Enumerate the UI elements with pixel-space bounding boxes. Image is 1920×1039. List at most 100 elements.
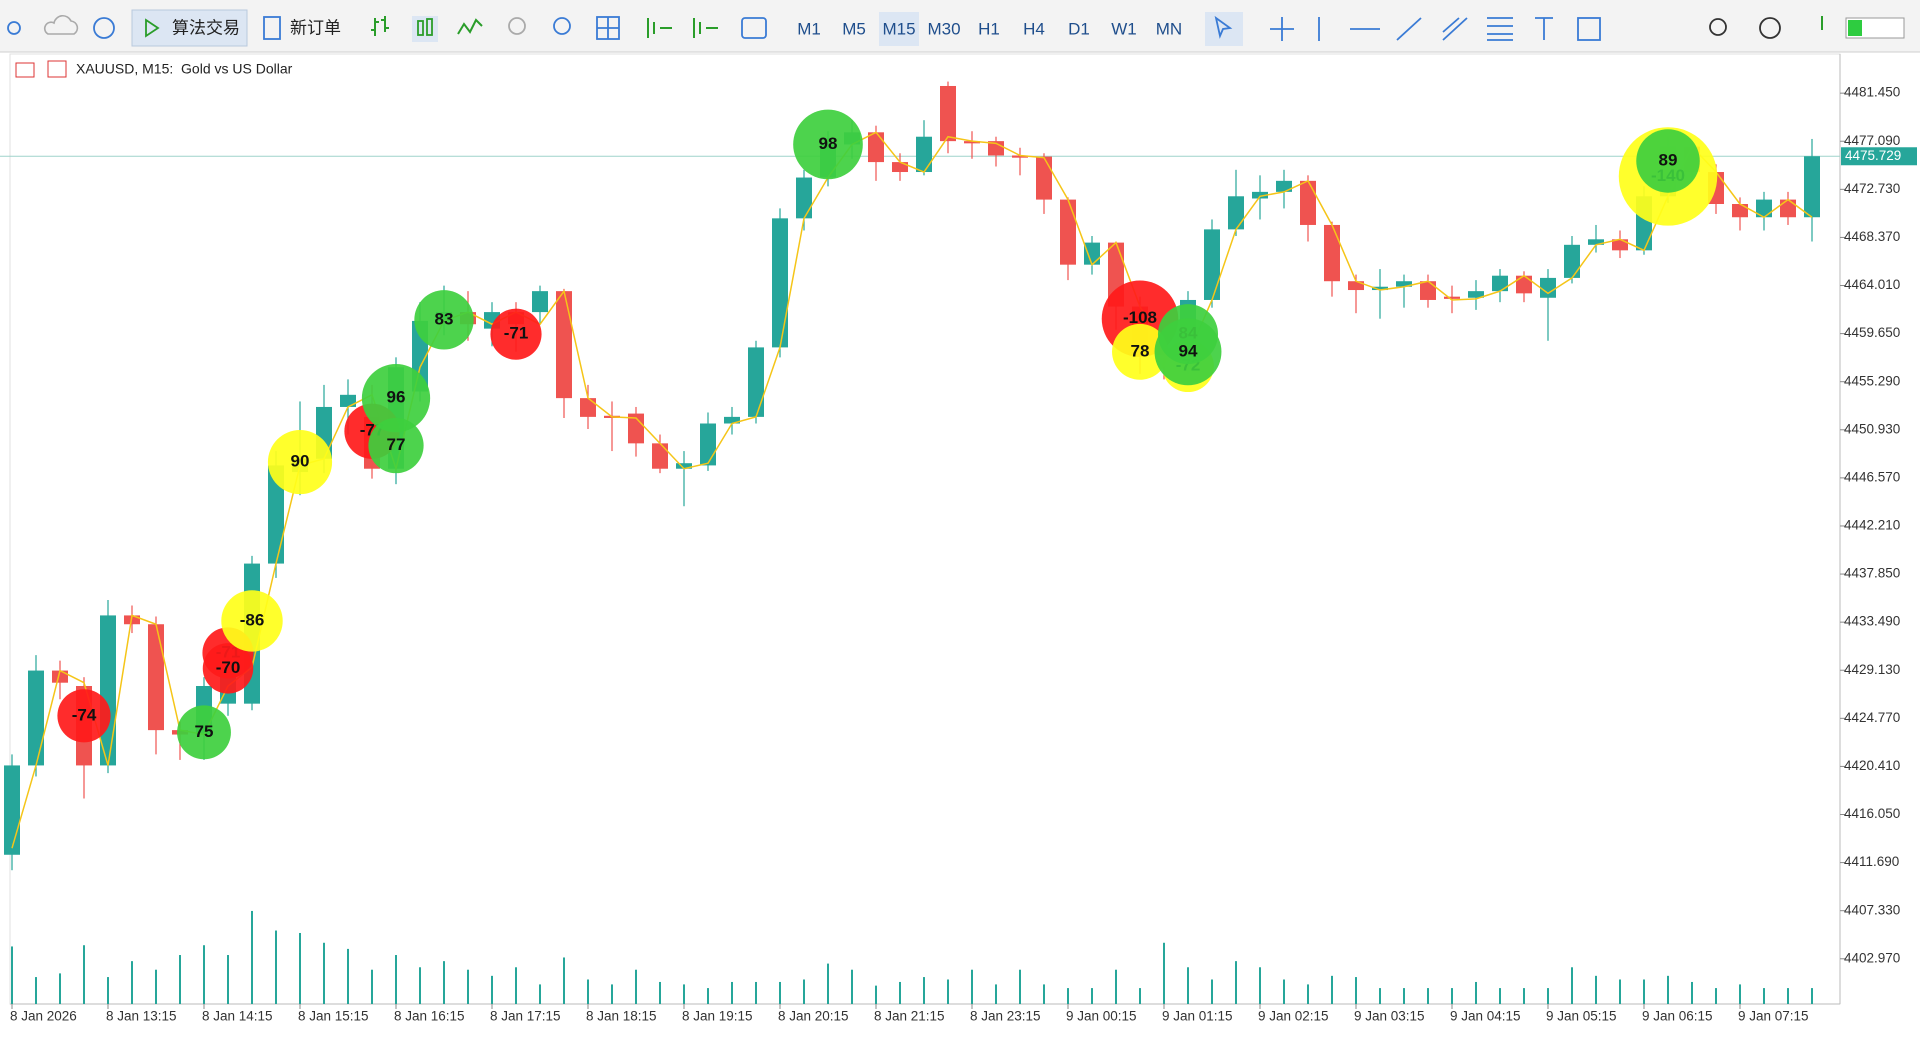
candle-body: [796, 177, 812, 219]
algo-button[interactable]: [131, 9, 248, 47]
timeframe-button[interactable]: M15: [882, 19, 915, 38]
signal-label: -74: [72, 705, 97, 724]
x-tick-label: 9 Jan 05:15: [1546, 1009, 1617, 1024]
zoom-in[interactable]: [508, 17, 526, 35]
x-tick-label: 8 Jan 15:15: [298, 1009, 369, 1024]
timeframe-button[interactable]: H4: [1023, 19, 1045, 38]
x-tick-label: 9 Jan 04:15: [1450, 1009, 1521, 1024]
shapes-icon[interactable]: [1577, 17, 1601, 41]
algo-label[interactable]: 算法交易: [172, 18, 240, 37]
signal-bubble: [793, 109, 863, 180]
candle-body: [340, 394, 356, 407]
new-order-label[interactable]: 新订单: [290, 18, 341, 37]
y-tick-label: 4437.850: [1844, 566, 1900, 581]
candle-body: [1540, 277, 1556, 298]
crosshair-icon[interactable]: [1270, 17, 1294, 41]
account-icon[interactable]: [1759, 17, 1781, 39]
candle-body: [1204, 229, 1220, 300]
search-icon[interactable]: [1709, 18, 1727, 36]
y-tick-label: 4450.930: [1844, 421, 1900, 436]
y-tick-label: 4429.130: [1844, 662, 1900, 677]
signal-bubble: [1154, 318, 1222, 386]
cursor-icon: [1214, 15, 1233, 39]
candle-body: [1804, 156, 1820, 218]
candle-body: [1612, 239, 1628, 251]
timeframe-button[interactable]: M5: [842, 19, 866, 38]
y-tick-label: 4455.290: [1844, 373, 1900, 388]
timeframe-button[interactable]: M1: [797, 19, 821, 38]
fibo-icon[interactable]: [1487, 17, 1513, 41]
y-tick-label: 4481.450: [1844, 85, 1900, 100]
y-tick-label: 4407.330: [1844, 902, 1900, 917]
candles-active[interactable]: [412, 16, 438, 42]
screenshot-icon[interactable]: [741, 17, 767, 39]
signal-bubble: [177, 705, 231, 760]
signal-label: 94: [1179, 341, 1198, 360]
candle-body: [1060, 199, 1076, 265]
timeframe-active: [879, 12, 919, 46]
x-tick-label: 9 Jan 01:15: [1162, 1009, 1233, 1024]
signal-icon[interactable]: [7, 21, 21, 35]
candle-body: [628, 413, 644, 444]
candle-body: [532, 291, 548, 313]
timeframe-button[interactable]: MN: [1156, 19, 1182, 38]
zoom-out[interactable]: [553, 17, 571, 35]
timeframe-button[interactable]: D1: [1068, 19, 1090, 38]
candle-body: [1276, 180, 1292, 192]
signal-bubble: [1636, 129, 1700, 193]
autoscroll-icon[interactable]: [693, 18, 718, 38]
candle-body: [52, 670, 68, 683]
candle-body: [772, 218, 788, 348]
cloud-icon[interactable]: [43, 15, 79, 35]
candle-body: [1420, 281, 1436, 300]
candle-body: [892, 162, 908, 173]
signal-label: 98: [819, 134, 838, 153]
signal-label: -71: [504, 324, 529, 343]
y-tick-label: 4442.210: [1844, 518, 1900, 533]
y-tick-label: 4477.090: [1844, 133, 1900, 148]
candle-body: [1348, 281, 1364, 291]
shift-icon[interactable]: [647, 18, 672, 38]
candle-body: [148, 624, 164, 731]
signal-bubble: [368, 417, 424, 474]
market-icon[interactable]: [93, 17, 115, 39]
line-icon[interactable]: [457, 18, 483, 35]
signal-bubble: [414, 290, 474, 350]
candle-body: [580, 398, 596, 417]
candle-body: [724, 416, 740, 424]
candle-body: [964, 141, 980, 144]
signal-label: 77: [387, 435, 406, 454]
signal-bubble: [361, 363, 431, 433]
chart-icon: [15, 62, 35, 78]
candle-body: [676, 463, 692, 469]
timeframe-button[interactable]: W1: [1111, 19, 1137, 38]
text-icon[interactable]: [1535, 17, 1553, 40]
toolbar-icons: [7, 9, 1905, 47]
trend-icon[interactable]: [1396, 17, 1422, 41]
candle-body: [1780, 199, 1796, 218]
signal-bubble: [221, 590, 283, 652]
candle-body: [1036, 156, 1052, 200]
signal-label: 90: [291, 452, 310, 471]
candle-body: [868, 132, 884, 163]
candle-body: [700, 423, 716, 466]
x-tick-label: 8 Jan 16:15: [394, 1009, 465, 1024]
y-tick-label: 4424.770: [1844, 710, 1900, 725]
candle-body: [268, 465, 284, 564]
new-order-icon[interactable]: [263, 16, 281, 40]
y-tick-label: 4468.370: [1844, 229, 1900, 244]
candle-body: [1228, 196, 1244, 230]
signal-label: 78: [1131, 341, 1150, 360]
candle-body: [100, 615, 116, 766]
timeframe-button[interactable]: H1: [978, 19, 1000, 38]
x-tick-label: 8 Jan 2026: [10, 1009, 77, 1024]
channel-icon[interactable]: [1442, 17, 1468, 41]
x-tick-label: 8 Jan 20:15: [778, 1009, 849, 1024]
bars-icon[interactable]: [371, 16, 389, 36]
timeframe-button[interactable]: M30: [927, 19, 960, 38]
y-tick-label: 4402.970: [1844, 950, 1900, 965]
y-tick-label: 4420.410: [1844, 758, 1900, 773]
candle-body: [1444, 296, 1460, 299]
y-tick-label: 4433.490: [1844, 614, 1900, 629]
candle-body: [1468, 291, 1484, 298]
